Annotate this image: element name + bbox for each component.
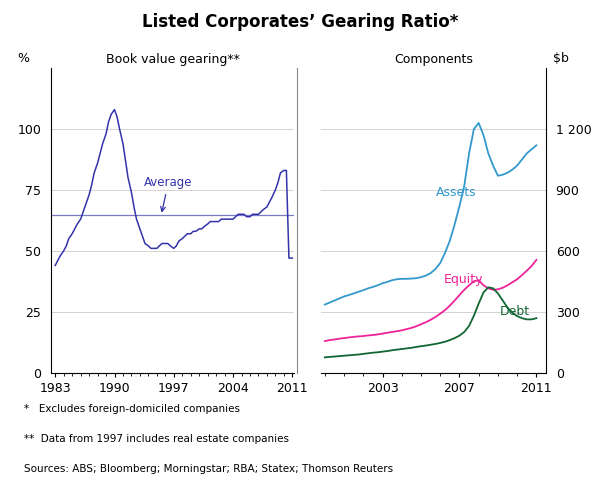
Title: Components: Components [394,53,473,66]
Text: Assets: Assets [436,186,477,199]
Text: Sources: ABS; Bloomberg; Morningstar; RBA; Statex; Thomson Reuters: Sources: ABS; Bloomberg; Morningstar; RB… [24,465,393,474]
Text: Listed Corporates’ Gearing Ratio*: Listed Corporates’ Gearing Ratio* [142,13,458,31]
Text: **  Data from 1997 includes real estate companies: ** Data from 1997 includes real estate c… [24,434,289,444]
Text: Debt: Debt [500,305,530,318]
Text: %: % [17,52,29,65]
Text: $b: $b [553,52,569,65]
Text: *   Excludes foreign-domiciled companies: * Excludes foreign-domiciled companies [24,404,240,413]
Text: Equity: Equity [444,273,484,286]
Title: Book value gearing**: Book value gearing** [106,53,239,66]
Text: Average: Average [144,176,193,211]
